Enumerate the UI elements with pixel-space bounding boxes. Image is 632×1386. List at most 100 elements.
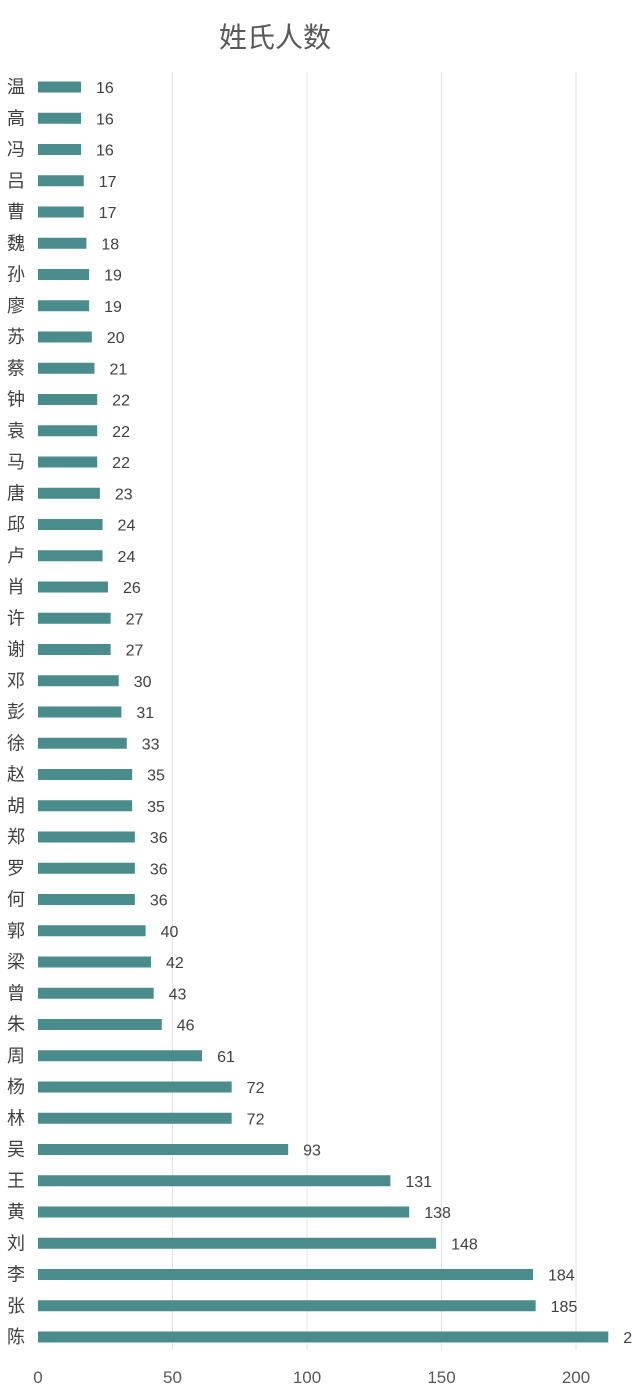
category-label: 邱 — [7, 515, 25, 536]
category-label: 马 — [7, 452, 25, 473]
bar-彭 — [38, 706, 122, 718]
category-label: 朱 — [7, 1015, 25, 1036]
bar-郭 — [38, 925, 146, 937]
bars — [38, 81, 609, 1343]
bar-魏 — [38, 237, 87, 249]
data-label: 27 — [126, 643, 144, 660]
data-label: 16 — [96, 143, 114, 160]
data-label: 148 — [451, 1236, 478, 1253]
bar-袁 — [38, 425, 98, 437]
bar-许 — [38, 612, 111, 624]
data-label: 72 — [247, 1080, 265, 1097]
category-label: 许 — [7, 608, 25, 629]
bar-林 — [38, 1112, 232, 1124]
category-label: 郑 — [7, 827, 25, 848]
data-label: 35 — [147, 768, 165, 785]
data-label: 24 — [118, 549, 136, 566]
category-label: 梁 — [7, 952, 25, 973]
data-label: 23 — [115, 486, 133, 503]
bar-高 — [38, 112, 82, 124]
data-label: 212 — [623, 1330, 632, 1347]
data-label: 16 — [96, 111, 114, 128]
data-label: 36 — [150, 830, 168, 847]
data-label: 20 — [107, 330, 125, 347]
category-label: 王 — [7, 1171, 25, 1192]
data-label: 72 — [247, 1111, 265, 1128]
category-label: 赵 — [7, 765, 25, 786]
category-label: 何 — [7, 890, 25, 911]
bar-王 — [38, 1175, 391, 1187]
category-label: 钟 — [7, 390, 25, 411]
bar-朱 — [38, 1019, 162, 1030]
data-label: 43 — [169, 986, 187, 1003]
x-tick-label: 100 — [293, 1368, 321, 1386]
category-label: 周 — [7, 1046, 25, 1067]
x-tick-label: 150 — [427, 1368, 455, 1386]
data-label: 27 — [126, 611, 144, 628]
x-tick-label: 0 — [33, 1368, 42, 1386]
category-label: 廖 — [7, 296, 25, 317]
category-label: 蔡 — [7, 358, 25, 379]
bar-郑 — [38, 831, 135, 843]
bar-唐 — [38, 487, 100, 499]
bar-周 — [38, 1050, 203, 1062]
data-label: 17 — [99, 205, 117, 222]
data-label: 33 — [142, 736, 160, 753]
category-label: 刘 — [7, 1233, 25, 1254]
bar-赵 — [38, 769, 133, 780]
data-label: 24 — [118, 518, 136, 535]
data-label: 21 — [109, 361, 127, 378]
bar-卢 — [38, 550, 103, 562]
data-label: 131 — [405, 1174, 432, 1191]
data-label: 19 — [104, 299, 122, 316]
category-label: 郭 — [7, 921, 25, 942]
data-label: 16 — [96, 80, 114, 97]
data-label: 36 — [150, 861, 168, 878]
bar-邓 — [38, 675, 119, 687]
x-tick-label: 200 — [562, 1368, 590, 1386]
category-label: 罗 — [7, 858, 25, 879]
category-label: 苏 — [7, 327, 25, 348]
data-label: 17 — [99, 174, 117, 191]
watermark: 头条 @教育在路上 — [486, 1355, 611, 1373]
bar-黄 — [38, 1206, 410, 1218]
bar-何 — [38, 894, 135, 905]
data-label: 42 — [166, 955, 184, 972]
data-labels: 16 16 16 17 17 18 19 19 20 21 22 22 22 23 24 24 26 27 27 30… — [96, 80, 632, 1347]
category-labels: 温高冯吕曹魏孙廖苏蔡钟袁马唐邱卢肖许谢邓彭徐赵胡郑罗何郭梁曾朱周杨林吴王黄刘李张… — [7, 77, 25, 1348]
bar-李 — [38, 1269, 533, 1280]
category-label: 卢 — [7, 546, 25, 567]
x-tick-label: 50 — [163, 1368, 182, 1386]
category-label: 温 — [7, 77, 25, 98]
bar-梁 — [38, 956, 151, 968]
bar-张 — [38, 1300, 536, 1312]
category-label: 魏 — [7, 233, 25, 254]
data-label: 40 — [161, 924, 179, 941]
category-label: 胡 — [7, 796, 25, 817]
data-label: 22 — [112, 455, 130, 472]
bar-胡 — [38, 800, 133, 812]
bar-冯 — [38, 144, 82, 155]
category-label: 肖 — [7, 577, 25, 598]
category-label: 李 — [7, 1265, 25, 1286]
watermark-text: 头条 @教育在路上 — [486, 1355, 611, 1373]
bar-吕 — [38, 175, 84, 187]
bar-温 — [38, 81, 82, 93]
category-label: 张 — [7, 1296, 25, 1317]
data-label: 26 — [123, 580, 141, 597]
data-label: 36 — [150, 893, 168, 910]
bar-邱 — [38, 519, 103, 530]
bar-杨 — [38, 1081, 232, 1093]
bar-马 — [38, 456, 98, 468]
gridlines — [172, 72, 577, 1350]
category-label: 孙 — [7, 265, 25, 286]
data-label: 18 — [101, 236, 119, 253]
bar-钟 — [38, 394, 98, 405]
data-label: 138 — [424, 1205, 451, 1222]
bar-肖 — [38, 581, 108, 593]
data-label: 185 — [551, 1299, 578, 1316]
bar-曹 — [38, 206, 84, 218]
category-label: 曹 — [7, 202, 25, 223]
data-label: 35 — [147, 799, 165, 816]
bar-吴 — [38, 1144, 289, 1155]
